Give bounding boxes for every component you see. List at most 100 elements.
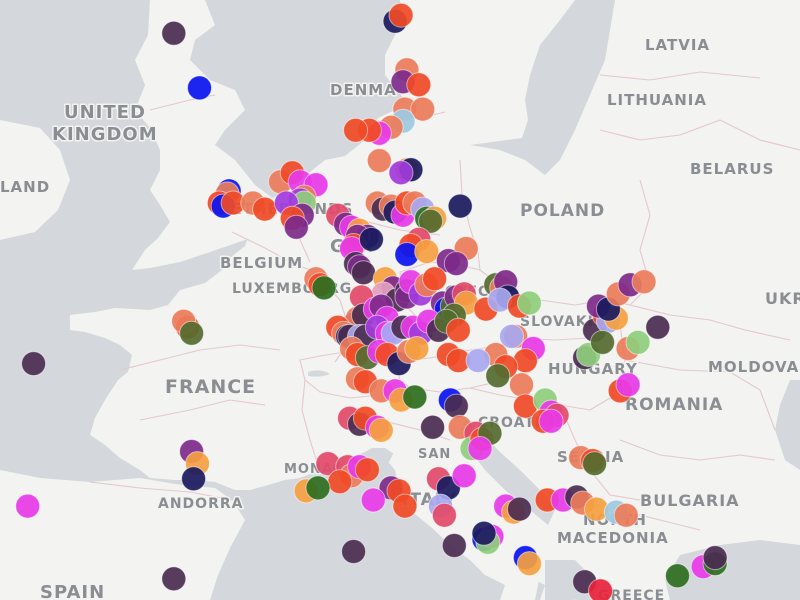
map-marker[interactable] [388, 2, 414, 28]
country-label-greece: GREECE [598, 588, 665, 600]
map-marker[interactable] [404, 336, 430, 361]
map-marker[interactable] [499, 323, 525, 349]
country-label-denmark: DENMA [330, 81, 397, 99]
map-marker[interactable] [15, 493, 41, 519]
map-marker[interactable] [311, 275, 337, 301]
map-marker[interactable] [443, 393, 469, 419]
country-label-moldova: MOLDOVA [708, 358, 799, 376]
map-marker[interactable] [665, 563, 690, 589]
country-label-ireland: LAND [0, 178, 50, 196]
map-marker[interactable] [341, 539, 367, 564]
map-marker[interactable] [615, 372, 641, 398]
map-marker[interactable] [366, 148, 392, 174]
land-scandinavia [425, 0, 575, 145]
map-marker[interactable] [351, 260, 376, 286]
country-label-united-kingdom-line1: UNITED [64, 102, 146, 123]
black-sea [775, 380, 800, 470]
map-marker[interactable] [613, 502, 639, 528]
map-marker[interactable] [179, 320, 205, 346]
tyrrhenian-sea [380, 520, 500, 600]
map-marker[interactable] [631, 269, 657, 295]
border-lt-lv [599, 71, 761, 81]
map-marker[interactable] [410, 96, 436, 122]
map-marker[interactable] [358, 226, 384, 252]
map-marker[interactable] [447, 193, 473, 219]
aegean-sea [665, 540, 800, 600]
country-label-belarus: BELARUS [690, 160, 774, 178]
border-by-ru [719, 119, 800, 151]
map-marker[interactable] [283, 214, 309, 240]
country-label-andorra: ANDORRA [158, 496, 243, 512]
lake-geneva [308, 370, 330, 377]
border-fr-it [301, 379, 319, 466]
map-marker[interactable] [181, 466, 207, 492]
map-marker[interactable] [414, 239, 440, 264]
map-marker[interactable] [21, 351, 47, 377]
map-marker[interactable] [420, 414, 446, 440]
country-label-spain: SPAIN [40, 582, 105, 600]
country-label-north-macedonia-line2: MACEDONIA [557, 529, 669, 547]
marker-layer[interactable] [15, 2, 728, 600]
map-marker[interactable] [590, 329, 615, 355]
map-marker[interactable] [443, 251, 469, 277]
border-ua [629, 304, 791, 341]
map-marker[interactable] [431, 502, 457, 528]
land-baltic [520, 0, 800, 185]
border-ro [624, 359, 776, 431]
map-marker[interactable] [538, 408, 564, 434]
land-iberia [0, 470, 245, 600]
map-marker[interactable] [422, 266, 448, 292]
map-marker[interactable] [451, 463, 477, 489]
map-marker[interactable] [625, 329, 651, 355]
map-marker[interactable] [161, 566, 187, 592]
border-fr-regions [119, 344, 281, 371]
map-marker[interactable] [252, 196, 278, 222]
border-bg [619, 439, 776, 461]
map-marker[interactable] [507, 496, 532, 522]
map-marker[interactable] [388, 160, 414, 186]
country-label-lithuania: LITHUANIA [607, 91, 707, 109]
map-marker[interactable] [516, 290, 542, 316]
map-marker[interactable] [467, 436, 493, 461]
map-marker[interactable] [516, 551, 542, 577]
map-marker[interactable] [645, 314, 671, 340]
map-marker[interactable] [354, 457, 380, 483]
map-marker[interactable] [368, 417, 394, 443]
land-ireland [0, 120, 70, 240]
country-label-hungary: HUNGARY [548, 360, 638, 378]
map-marker[interactable] [485, 363, 511, 389]
country-label-united-kingdom-line2: KINGDOM [52, 124, 158, 145]
map-marker[interactable] [305, 475, 331, 501]
map-marker[interactable] [161, 20, 187, 46]
map-marker[interactable] [187, 75, 212, 101]
map-marker[interactable] [406, 72, 432, 98]
border-fr-regions-2 [139, 399, 266, 421]
map-marker[interactable] [402, 384, 428, 410]
map-marker[interactable] [360, 487, 386, 513]
country-label-france: FRANCE [165, 376, 256, 398]
map-marker[interactable] [588, 578, 613, 600]
border-de-pl [459, 159, 481, 271]
country-label-romania: ROMANIA [625, 395, 723, 415]
map-marker[interactable] [327, 469, 353, 495]
map-marker[interactable] [582, 451, 608, 477]
map-marker[interactable] [445, 317, 471, 343]
map-marker[interactable] [418, 208, 444, 234]
map-marker[interactable] [471, 520, 497, 546]
country-label-san-marino: SAN [418, 447, 451, 462]
country-label-ukraine: UKR [765, 289, 800, 308]
map-marker[interactable] [441, 533, 467, 558]
border-es-fr [89, 481, 233, 501]
country-label-poland: POLAND [520, 201, 605, 221]
map-marker[interactable] [465, 348, 491, 374]
country-label-latvia: LATVIA [645, 36, 710, 54]
country-label-bulgaria: BULGARIA [640, 491, 740, 510]
land-italy [385, 450, 540, 600]
country-label-belgium: BELGIUM [220, 254, 303, 272]
map-marker[interactable] [702, 545, 728, 571]
map-marker[interactable] [343, 117, 369, 143]
map-marker[interactable] [392, 493, 418, 519]
baltic-sea [470, 0, 615, 175]
